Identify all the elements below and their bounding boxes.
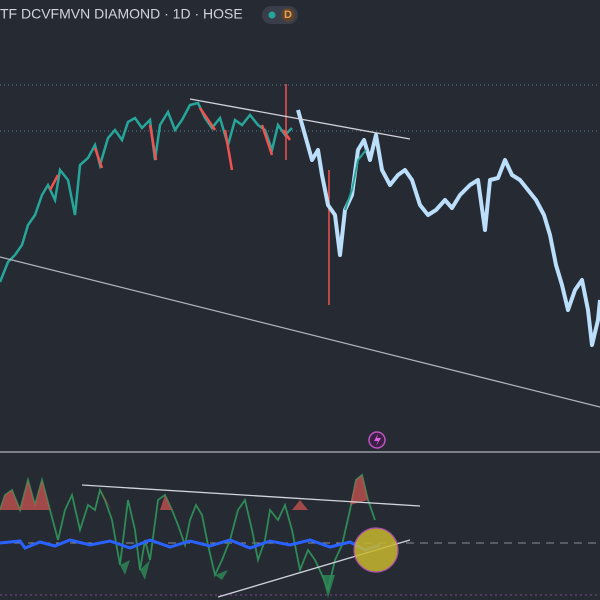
price-candles-down <box>48 107 292 191</box>
trend-line[interactable] <box>81 484 421 507</box>
projection <box>296 109 600 347</box>
oscillator-fill-down <box>120 560 335 598</box>
lightning <box>374 434 381 446</box>
price-candles <box>344 149 367 211</box>
histogram <box>0 538 381 552</box>
symbol-title[interactable]: TF DCVFMVN DIAMOND · 1D · HOSE <box>0 6 243 22</box>
status-dot <box>268 11 276 19</box>
trend-line[interactable] <box>0 256 600 408</box>
badge-label: D <box>284 9 292 21</box>
badge-bg <box>281 8 295 22</box>
highlight-circle <box>353 527 399 573</box>
price-candles <box>0 101 293 283</box>
oscillator <box>0 473 376 593</box>
oscillator-fill-up <box>0 475 368 510</box>
trend-line[interactable] <box>189 98 411 140</box>
